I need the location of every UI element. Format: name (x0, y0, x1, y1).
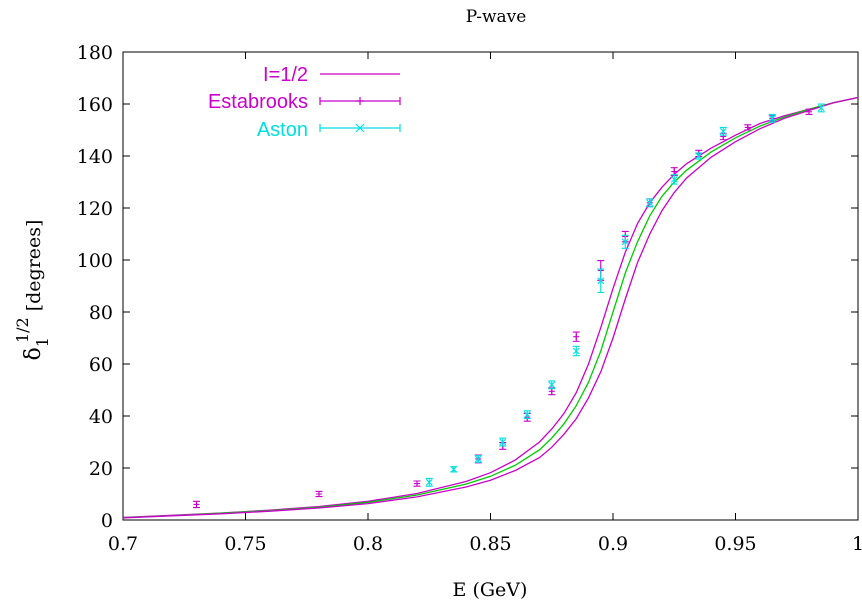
data-point-marker (671, 168, 678, 175)
data-point-marker (695, 152, 703, 160)
y-axis-title-unit: [degrees] (23, 220, 45, 312)
x-tick-label: 0.75 (224, 533, 266, 555)
series-line-band-upper (122, 96, 859, 519)
data-point-marker (425, 478, 433, 486)
data-point-marker (193, 501, 200, 508)
x-tick-label: 0.95 (714, 533, 756, 555)
data-point-marker (719, 127, 727, 135)
y-axis-title-subscript: 1 (33, 337, 52, 347)
legend-entry-estabrooks: Estabrooks (208, 91, 401, 113)
y-tick-label: 80 (89, 302, 113, 324)
legend: I=1/2 Estabrooks Aston (208, 64, 401, 141)
data-point-marker (573, 333, 580, 340)
y-axis: 0 20 40 60 80 100 120 140 160 180 (77, 42, 858, 532)
legend-marker-plus (356, 97, 364, 105)
data-point-marker (744, 124, 751, 131)
y-tick-label: 20 (89, 458, 113, 480)
data-point-marker (806, 108, 812, 115)
svg-text:δ11/2[degrees]: δ11/2 [degrees] (13, 220, 52, 361)
y-tick-label: 100 (77, 250, 113, 272)
legend-label-i-half: I=1/2 (263, 64, 308, 86)
x-tick-label: 0.85 (469, 533, 511, 555)
data-point-marker (414, 480, 420, 487)
y-tick-label: 60 (89, 354, 113, 376)
data-point-marker (523, 411, 531, 419)
legend-label-aston: Aston (257, 119, 308, 141)
y-axis-title-symbol: δ (21, 347, 46, 360)
series-line-central (122, 96, 859, 519)
data-point-marker (597, 277, 605, 285)
y-axis-title: δ11/2 [degrees] (13, 220, 52, 361)
data-point-marker (646, 199, 654, 207)
y-tick-label: 120 (77, 198, 113, 220)
data-point-marker (572, 347, 580, 355)
data-point-marker (499, 438, 507, 446)
plot-frame (122, 51, 859, 521)
data-point-marker (817, 104, 825, 112)
y-axis-title-superscript: 1/2 (13, 317, 32, 343)
legend-entry-i-half: I=1/2 (263, 64, 400, 86)
series-line-band-lower (122, 96, 859, 519)
chart-title: P-wave (466, 7, 527, 27)
legend-label-estabrooks: Estabrooks (208, 91, 308, 113)
data-point-marker (670, 176, 678, 183)
y-tick-label: 40 (89, 406, 113, 428)
data-point-marker (316, 491, 322, 497)
x-tick-label: 1 (852, 533, 862, 555)
y-tick-label: 140 (77, 146, 113, 168)
data-point-marker (621, 238, 629, 246)
y-tick-label: 0 (101, 510, 113, 532)
x-axis: 0.7 0.75 0.8 0.85 0.9 0.95 1 (108, 52, 862, 555)
data-point-marker (768, 114, 776, 122)
series-points-points-plus (193, 108, 813, 509)
legend-marker-cross (355, 123, 365, 133)
x-axis-title: E (GeV) (453, 579, 528, 601)
data-point-marker (450, 465, 458, 473)
data-point-marker (474, 455, 482, 463)
series-layer (122, 96, 859, 519)
x-tick-label: 0.9 (598, 533, 628, 555)
x-tick-label: 0.7 (108, 533, 138, 555)
series-points-points-cross (425, 103, 825, 487)
data-point-marker (548, 388, 555, 395)
x-tick-label: 0.8 (353, 533, 383, 555)
legend-entry-aston: Aston (257, 119, 401, 141)
y-tick-label: 160 (77, 94, 113, 116)
y-tick-label: 180 (77, 42, 113, 64)
data-point-marker (548, 381, 556, 389)
